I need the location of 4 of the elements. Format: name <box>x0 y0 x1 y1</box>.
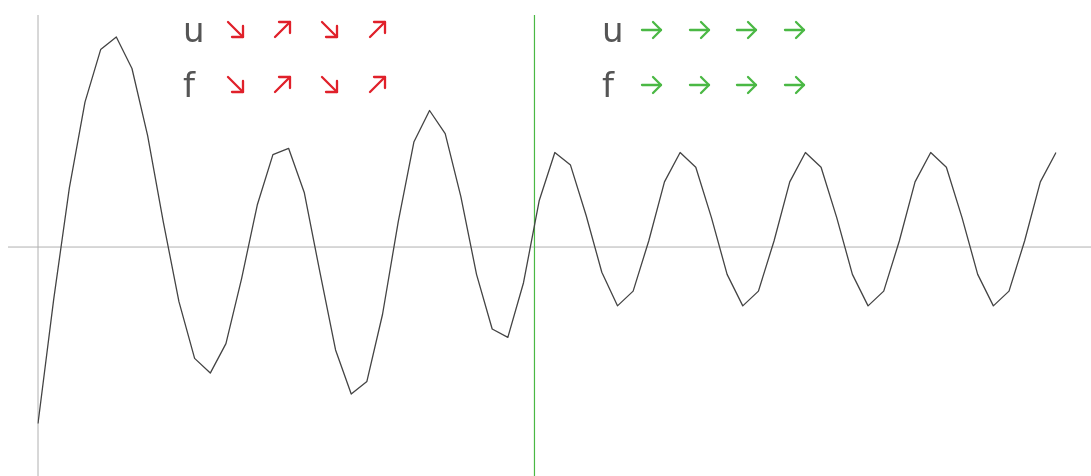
annotation: f <box>183 64 195 107</box>
annotation: u <box>602 9 624 52</box>
annotation: f <box>602 64 614 107</box>
annotation: u <box>183 9 205 52</box>
